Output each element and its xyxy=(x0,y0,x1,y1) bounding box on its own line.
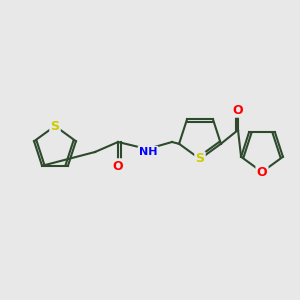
Text: S: S xyxy=(196,152,205,166)
Text: NH: NH xyxy=(139,147,157,157)
Text: O: O xyxy=(257,166,267,178)
Text: O: O xyxy=(233,103,243,116)
Text: O: O xyxy=(113,160,123,172)
Text: S: S xyxy=(50,119,59,133)
